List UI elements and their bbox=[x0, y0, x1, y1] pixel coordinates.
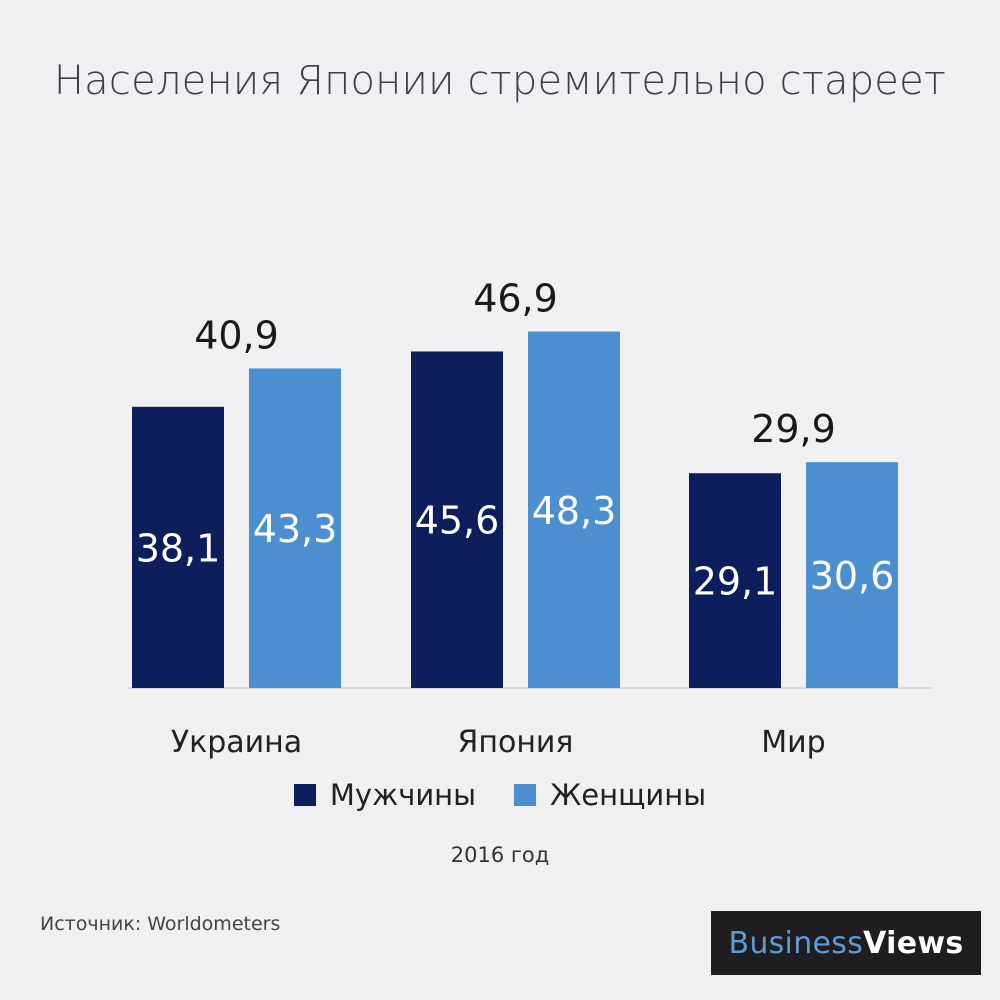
logo-part-2: Views bbox=[863, 925, 964, 961]
legend-item-men: Мужчины bbox=[293, 778, 477, 812]
bar-value-label: 48,3 bbox=[532, 489, 617, 533]
bar-value-label: 29,1 bbox=[693, 560, 778, 604]
bar-men-1 bbox=[411, 351, 503, 688]
legend-item-women: Женщины bbox=[514, 778, 706, 812]
bar-men-2 bbox=[689, 473, 781, 688]
category-label: Мир bbox=[761, 725, 825, 760]
legend-label-men: Мужчины bbox=[329, 778, 477, 812]
bar-women-1 bbox=[528, 331, 620, 688]
bar-men-0 bbox=[132, 406, 224, 688]
source-label: Источник: bbox=[40, 913, 142, 935]
bar-women-2 bbox=[806, 462, 898, 688]
legend-swatch-women bbox=[514, 784, 537, 806]
source-note: Источник: Worldometers bbox=[40, 913, 286, 935]
bar-value-label: 45,6 bbox=[415, 499, 500, 543]
total-value-label: 40,9 bbox=[194, 313, 279, 357]
bar-value-label: 30,6 bbox=[810, 554, 895, 598]
brand-logo: Business Views bbox=[711, 911, 981, 975]
legend-swatch-men bbox=[293, 784, 316, 806]
source-value: Worldometers bbox=[147, 913, 281, 935]
total-value-label: 29,9 bbox=[751, 407, 836, 451]
bar-value-label: 43,3 bbox=[253, 507, 338, 551]
chart-title: Населения Японии стремительно стареет bbox=[53, 58, 947, 104]
bar-value-label: 38,1 bbox=[136, 526, 221, 570]
category-label: Украина bbox=[171, 725, 302, 760]
legend-label-women: Женщины bbox=[550, 778, 707, 812]
category-label: Япония bbox=[458, 725, 574, 760]
total-value-label: 46,9 bbox=[473, 277, 558, 321]
year-note: 2016 год bbox=[450, 843, 550, 867]
logo-part-1: Business bbox=[728, 925, 864, 961]
bar-women-0 bbox=[249, 368, 341, 688]
legend: Мужчины Женщины bbox=[0, 778, 1000, 812]
